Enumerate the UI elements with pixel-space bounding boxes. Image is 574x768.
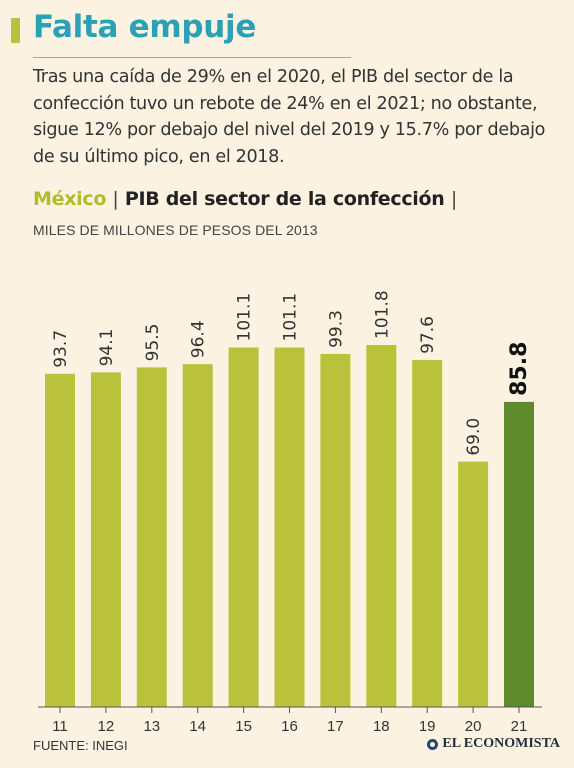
publisher-name: EL ECONOMISTA xyxy=(442,736,560,751)
title-divider xyxy=(33,57,351,58)
page-title: Falta empuje xyxy=(33,9,257,45)
x-tick-label-14: 14 xyxy=(189,718,206,735)
x-tick-label-20: 20 xyxy=(465,718,482,735)
bar-15 xyxy=(228,347,259,707)
x-tick-label-19: 19 xyxy=(419,718,436,735)
bar-18 xyxy=(366,345,397,707)
bar-chart: 93.7 94.1 95.5 96.4 101.1 101.1 99.3 101.8 97.6 6… xyxy=(38,290,542,735)
x-tick-label-13: 13 xyxy=(143,718,160,735)
bars-group xyxy=(45,345,534,707)
bar-19 xyxy=(412,359,443,707)
bar-11 xyxy=(45,373,75,707)
source-note: FUENTE: INEGI xyxy=(33,738,128,753)
x-tick-label-15: 15 xyxy=(235,718,252,735)
heading-separator-end: | xyxy=(450,188,457,210)
value-label-20: 69.0 xyxy=(464,418,484,456)
value-label-16: 101.1 xyxy=(281,293,301,342)
chart-title: PIB del sector de la confección xyxy=(124,188,445,210)
value-label-15: 101.1 xyxy=(235,293,255,342)
bar-12 xyxy=(90,372,121,707)
bar-17 xyxy=(320,353,351,707)
country-label: México xyxy=(33,188,107,210)
x-tick-label-17: 17 xyxy=(327,718,344,735)
x-ticks-group xyxy=(59,707,520,713)
bar-21 xyxy=(504,401,534,707)
value-label-13: 95.5 xyxy=(143,324,163,362)
bar-20 xyxy=(458,461,489,707)
x-tick-labels-group: 11 12 13 14 15 16 17 18 19 20 21 xyxy=(52,718,527,735)
x-tick-label-21: 21 xyxy=(511,718,528,735)
value-label-14: 96.4 xyxy=(189,320,209,358)
bar-16 xyxy=(274,347,305,707)
publisher-logo: EL ECONOMISTA xyxy=(427,736,560,752)
title-accent-bar xyxy=(11,18,20,43)
value-label-18: 101.8 xyxy=(372,290,392,339)
chart-heading: México | PIB del sector de la confección… xyxy=(33,188,457,210)
value-label-11: 93.7 xyxy=(51,330,71,368)
x-tick-label-11: 11 xyxy=(52,718,68,735)
x-tick-label-18: 18 xyxy=(373,718,390,735)
bar-13 xyxy=(136,367,167,707)
x-tick-label-16: 16 xyxy=(281,718,298,735)
heading-separator: | xyxy=(112,188,119,210)
x-tick-label-12: 12 xyxy=(98,718,115,735)
value-label-12: 94.1 xyxy=(97,329,117,367)
publisher-mark-icon xyxy=(427,738,439,750)
value-label-21: 85.8 xyxy=(507,342,532,396)
bar-14 xyxy=(182,364,213,707)
value-label-17: 99.3 xyxy=(326,310,346,348)
value-label-19: 97.6 xyxy=(418,316,438,354)
y-axis-units: MILES DE MILLONES DE PESOS DEL 2013 xyxy=(33,222,318,238)
intro-text: Tras una caída de 29% en el 2020, el PIB… xyxy=(33,67,546,167)
value-labels-group: 93.7 94.1 95.5 96.4 101.1 101.1 99.3 101.8 97.6 6… xyxy=(51,290,532,455)
